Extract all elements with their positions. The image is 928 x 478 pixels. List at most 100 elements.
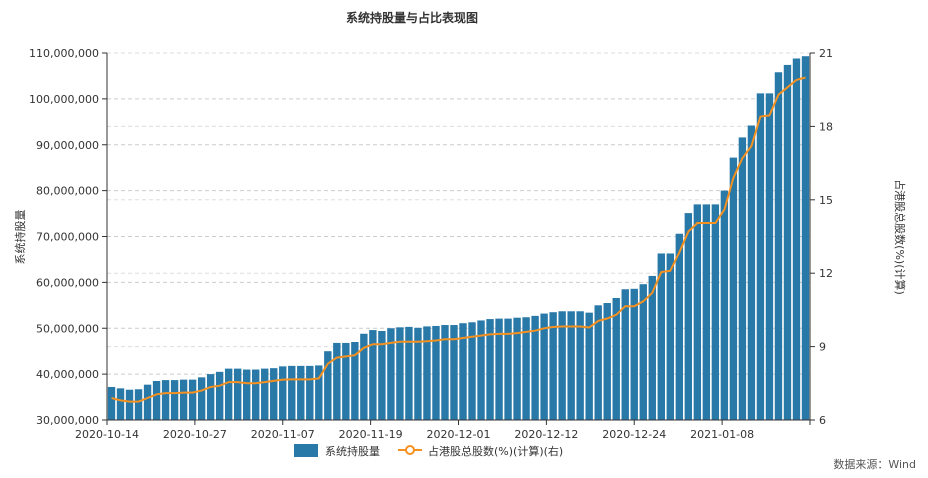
bar [270,368,278,420]
bar [522,317,530,420]
bar [666,253,674,420]
x-tick-label: 2020-11-07 [251,428,315,441]
bar [747,125,756,421]
x-tick-label: 2020-10-14 [75,428,139,441]
bar [783,64,792,421]
bar [179,379,188,420]
legend-bar-swatch [294,444,318,457]
bar [495,318,503,420]
grid [107,52,810,375]
source-text: 数据来源：Wind [833,457,916,471]
y-tick-label: 30,000,000 [36,414,99,427]
x-tick-label: 2020-11-19 [339,428,403,441]
bar [396,327,404,420]
bar [288,365,296,420]
bar [243,369,251,420]
y-axis-right-title: 占港股总股数(%)(计算) [893,179,907,295]
bar [224,368,233,420]
bar [134,389,143,420]
y-tick-label: 60,000,000 [36,276,99,289]
bar [143,384,152,420]
bar [197,377,206,420]
bar [567,311,575,420]
bar [306,365,314,420]
bar [765,93,774,421]
bar [801,56,810,421]
bar [405,326,413,420]
bar [125,389,134,420]
bar [252,369,260,420]
y-right-tick-label: 15 [819,194,833,207]
bar [513,317,521,420]
legend-line-label: 占港股总股数(%)(计算)(右) [428,444,563,458]
y-tick-label: 80,000,000 [36,185,99,198]
bar [738,137,747,420]
bar [549,312,557,420]
bar-series [107,56,810,421]
bar [423,326,431,420]
bar [612,297,620,420]
bar [450,325,458,420]
x-tick-label: 2020-12-12 [514,428,578,441]
bar [729,157,738,420]
line-series [111,76,806,403]
y-tick-label: 100,000,000 [29,93,99,106]
bar [414,327,422,420]
y-right-tick-label: 6 [819,414,826,427]
bar [233,368,242,420]
bar [333,342,341,420]
bar [531,315,539,420]
bar [324,351,332,420]
legend-line-marker [405,445,415,455]
bar [684,213,693,420]
bar [540,313,548,420]
x-tick-label: 2020-12-01 [427,428,491,441]
bar [693,204,702,420]
bar [558,311,566,420]
bar [206,374,215,420]
y-axis-title: 系统持股量 [13,210,27,265]
bar [152,381,161,420]
x-tick-label: 2021-01-08 [690,428,754,441]
bar [369,330,377,420]
bar [261,368,269,420]
bar [107,386,116,420]
bar [477,320,485,420]
bar [297,365,305,420]
bar [279,366,287,420]
y-tick-label: 50,000,000 [36,322,99,335]
bar [188,379,197,420]
bar [486,319,494,420]
bar [675,233,684,420]
bar [161,380,170,420]
y-right-tick-label: 12 [819,267,833,280]
legend-bar-label: 系统持股量 [325,444,380,458]
y-tick-label: 90,000,000 [36,139,99,152]
bar [215,371,224,420]
chart-title: 系统持股量与占比表现图 [346,10,478,25]
bar [657,253,665,420]
bar [504,318,512,420]
bar [441,325,449,420]
bar [585,312,593,420]
bar [468,322,476,420]
bar [351,342,359,420]
bar [432,325,440,420]
legend: 系统持股量 占港股总股数(%)(计算)(右) [294,444,563,458]
bar [116,388,125,420]
bar [315,365,323,420]
x-tick-label: 2020-12-24 [602,428,666,441]
bar [711,204,720,420]
bar [774,72,783,420]
bar [342,342,350,420]
axes: 110,000,000 100,000,000 90,000,000 80,000,0… [29,47,833,441]
bar [603,303,611,420]
bar [170,380,179,420]
bar [387,328,395,420]
y-right-tick-label: 18 [819,120,833,133]
y-right-tick-label: 9 [819,341,826,354]
y-right-tick-label: 21 [819,47,833,60]
y-tick-label: 40,000,000 [36,368,99,381]
y-tick-label: 70,000,000 [36,231,99,244]
bar [630,288,638,420]
